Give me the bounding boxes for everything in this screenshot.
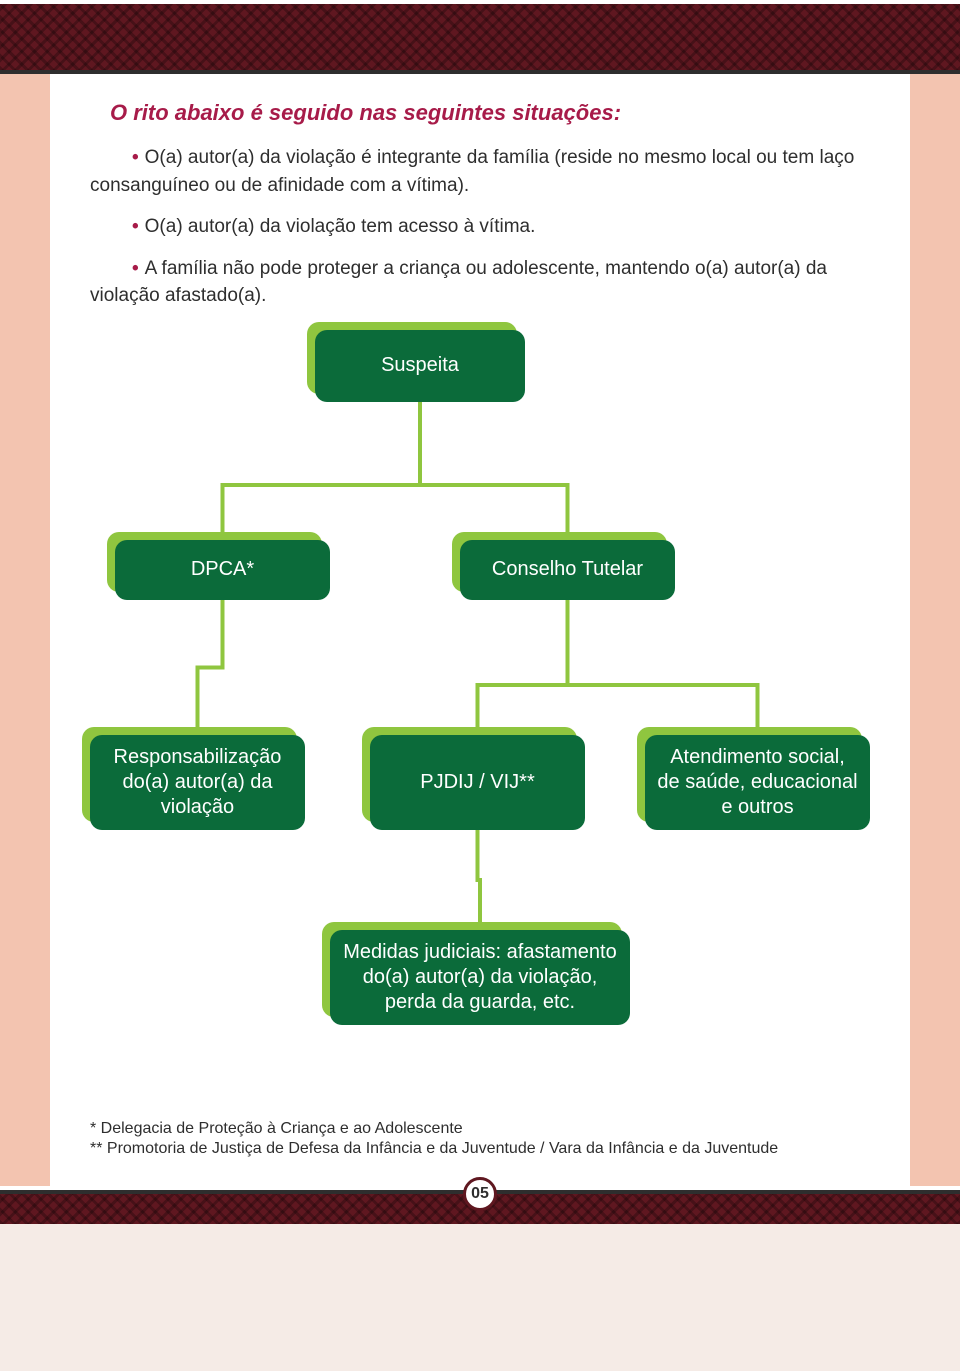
footnote: ** Promotoria de Justiça de Defesa da In… <box>90 1140 870 1158</box>
flow-node-pjdij: PJDIJ / VIJ** <box>370 735 585 830</box>
footnotes: * Delegacia de Proteção à Criança e ao A… <box>90 1120 870 1158</box>
page-number-badge: 05 <box>463 1177 497 1211</box>
flow-node-atend: Atendimento social, de saúde, educaciona… <box>645 735 870 830</box>
content-band: O rito abaixo é seguido nas seguintes si… <box>0 74 960 1190</box>
page-title: O rito abaixo é seguido nas seguintes si… <box>110 100 870 126</box>
bullet-list: •O(a) autor(a) da violação é integrante … <box>90 144 870 310</box>
bullet-item: •A família não pode proteger a criança o… <box>90 255 870 310</box>
top-pattern-border <box>0 0 960 74</box>
bullet-text: O(a) autor(a) da violação tem acesso à v… <box>145 216 536 237</box>
flow-node-resp: Responsabilização do(a) autor(a) da viol… <box>90 735 305 830</box>
bullet-item: •O(a) autor(a) da violação tem acesso à … <box>90 213 870 241</box>
footnote: * Delegacia de Proteção à Criança e ao A… <box>90 1120 870 1138</box>
flow-node-dpca: DPCA* <box>115 540 330 600</box>
bullet-text: O(a) autor(a) da violação é integrante d… <box>90 147 854 196</box>
flowchart: Suspeita DPCA* Conselho Tutelar Responsabil… <box>90 330 870 1110</box>
flow-node-suspeita: Suspeita <box>315 330 525 402</box>
bullet-item: •O(a) autor(a) da violação é integrante … <box>90 144 870 199</box>
bottom-pattern-border: 05 <box>0 1190 960 1224</box>
bullet-text: A família não pode proteger a criança ou… <box>90 258 827 307</box>
flow-node-conselho: Conselho Tutelar <box>460 540 675 600</box>
bullet-icon: • <box>90 147 145 168</box>
bullet-icon: • <box>90 258 145 279</box>
bullet-icon: • <box>90 216 145 237</box>
page: O rito abaixo é seguido nas seguintes si… <box>0 0 960 1224</box>
content-card: O rito abaixo é seguido nas seguintes si… <box>50 74 910 1190</box>
flow-node-medidas: Medidas judiciais: afastamento do(a) aut… <box>330 930 630 1025</box>
